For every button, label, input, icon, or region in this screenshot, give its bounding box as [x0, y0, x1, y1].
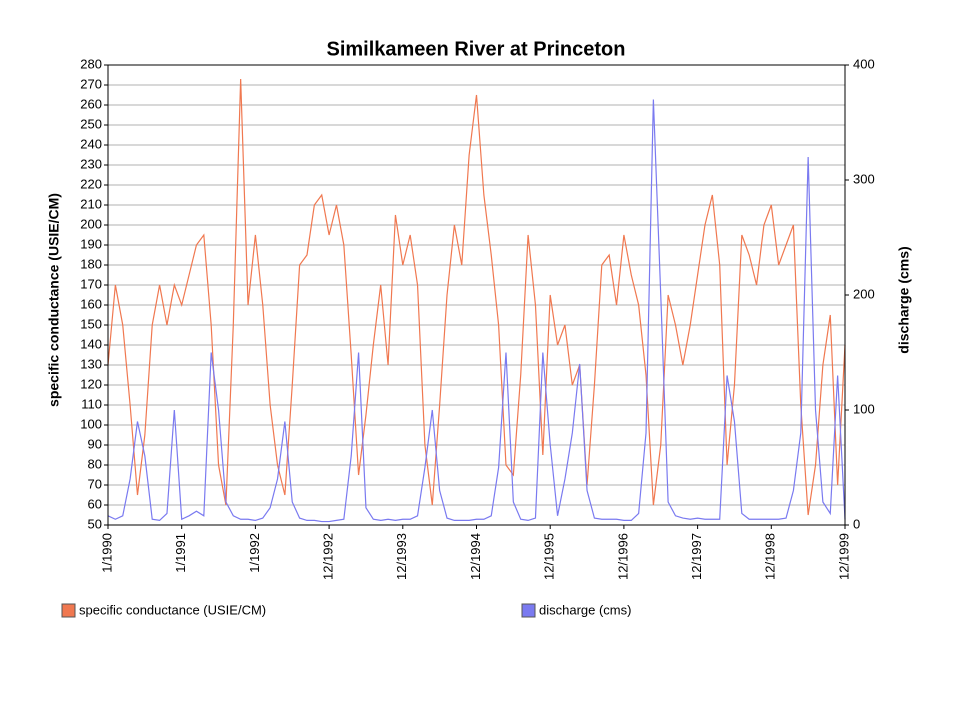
x-tick-label: 12/1995 — [542, 533, 557, 580]
x-tick-label: 12/1996 — [615, 533, 630, 580]
y-tick-label: 240 — [80, 136, 102, 151]
y-tick-label: 130 — [80, 356, 102, 371]
x-tick-label: 1/1991 — [173, 533, 188, 573]
y2-tick-label: 100 — [853, 401, 875, 416]
y2-tick-label: 200 — [853, 286, 875, 301]
y-tick-label: 220 — [80, 176, 102, 191]
legend-swatch — [521, 603, 536, 618]
y-tick-label: 280 — [80, 56, 102, 71]
x-tick-label: 12/1993 — [394, 533, 409, 580]
y-tick-label: 210 — [80, 196, 102, 211]
y-tick-label: 170 — [80, 276, 102, 291]
y-tick-label: 140 — [80, 336, 102, 351]
legend-swatch — [61, 603, 76, 618]
y-tick-label: 120 — [80, 376, 102, 391]
y-tick-label: 70 — [88, 476, 102, 491]
legend-label: discharge (cms) — [539, 602, 631, 617]
y-tick-label: 60 — [88, 496, 102, 511]
y-tick-label: 110 — [81, 396, 102, 411]
y-tick-label: 150 — [80, 316, 102, 331]
x-tick-label: 1/1992 — [247, 533, 262, 573]
x-tick-label: 12/1998 — [763, 533, 778, 580]
y-tick-label: 250 — [80, 116, 102, 131]
y-tick-label: 200 — [80, 216, 102, 231]
y2-tick-label: 400 — [853, 56, 875, 71]
y-tick-label: 80 — [88, 456, 102, 471]
series-line — [107, 99, 846, 523]
x-tick-label: 12/1994 — [468, 533, 483, 580]
y-axis-label: specific conductance (USIE/CM) — [46, 193, 62, 407]
legend-label: specific conductance (USIE/CM) — [79, 602, 266, 617]
x-tick-label: 12/1999 — [836, 533, 851, 580]
y2-axis-label: discharge (cms) — [896, 246, 912, 353]
y-tick-label: 50 — [88, 516, 102, 531]
x-tick-label: 12/1992 — [321, 533, 336, 580]
y-tick-label: 190 — [80, 236, 102, 251]
y-tick-label: 230 — [80, 156, 102, 171]
y2-tick-label: 300 — [853, 171, 875, 186]
y-tick-label: 260 — [80, 96, 102, 111]
y-tick-label: 270 — [80, 76, 102, 91]
y-tick-label: 180 — [80, 256, 102, 271]
x-tick-label: 12/1997 — [689, 533, 704, 580]
y-tick-label: 100 — [80, 416, 102, 431]
series-line — [107, 78, 846, 516]
y-tick-label: 90 — [88, 436, 102, 451]
chart-title: Similkameen River at Princeton — [326, 38, 625, 60]
x-tick-label: 1/1990 — [99, 533, 114, 573]
y2-tick-label: 0 — [853, 516, 860, 531]
plot-frame — [107, 64, 846, 526]
y-tick-label: 160 — [80, 296, 102, 311]
